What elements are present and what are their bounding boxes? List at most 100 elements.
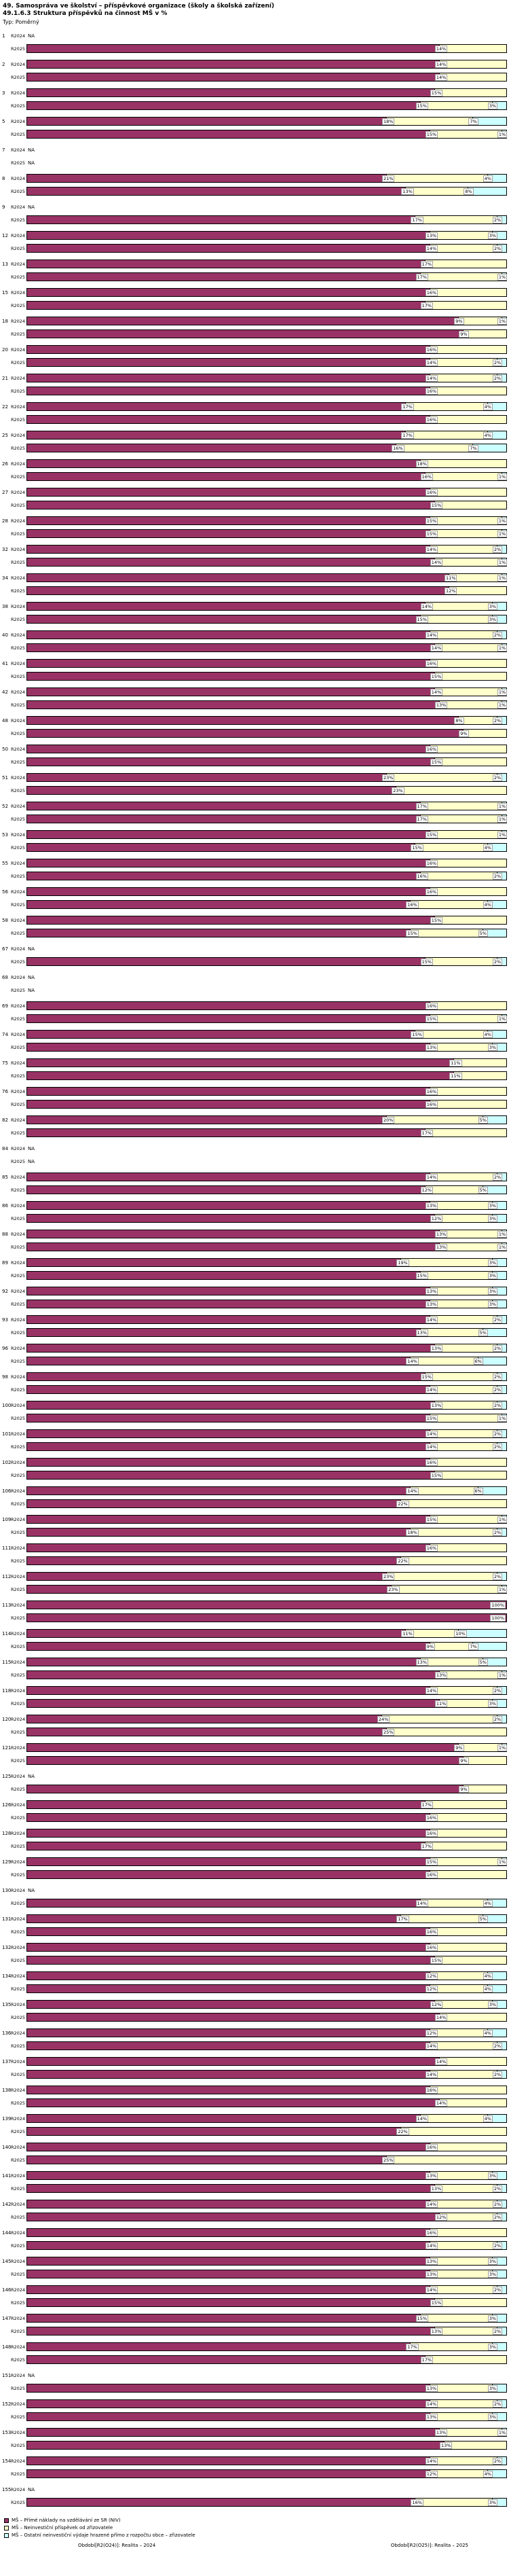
bar-segment [26,60,440,69]
series-label: R2024 [11,860,26,866]
bar: 9% [26,329,507,338]
group-number: 154 [2,2458,12,2464]
segment-label: 1% [497,1015,508,1022]
chart-row: R2025 14% [2,2096,507,2109]
bar-segment [26,1058,455,1067]
bar-segment: 14% [434,60,507,69]
segment-label: 15% [406,929,419,937]
bar: 13% 3% [26,2384,507,2393]
segment-label: 14% [425,2071,438,2078]
series-label: R2024 [11,1259,26,1266]
segment-label: 9% [459,1785,469,1793]
bar: 15% 3% [26,101,507,110]
na-label: NA [28,2486,35,2492]
bar-segment: 1% [497,573,508,582]
group-number: 27 [2,489,8,495]
series-label: R2025 [11,787,26,793]
bar-segment: 13% [434,2428,502,2437]
chart-row: R2025 16% 1% [2,470,508,483]
bar-segment: 17% [396,1914,483,1923]
chart-row: R2025 12% 4% [2,1982,507,1995]
segment-label: 2% [492,1443,503,1450]
chart-row: R2025 13% 8% [2,185,507,198]
bar-segment: 13% [415,1328,483,1337]
segment-label: 2% [492,2071,503,2078]
bar: NA [26,1157,507,1166]
bar-segment: 16% [392,444,474,452]
series-label: R2025 [11,1501,26,1507]
series-label: R2024 [11,1145,26,1151]
segment-label: 6% [473,1357,483,1365]
segment-label: 2% [492,774,503,781]
chart-row: R2025 23% [2,784,507,797]
bar-segment: 15% [430,501,507,509]
bar-segment: 14% [434,73,507,82]
group-number: 5 [2,118,5,124]
bar-segment: 13% [401,187,469,196]
series-label: R2025 [11,1016,26,1022]
segment-label: 18% [406,1528,419,1536]
segment-label: 3% [487,2172,498,2179]
na-label: NA [28,946,35,952]
bar: 16% [26,659,507,668]
segment-label: 2% [492,2200,503,2208]
chart-group: 132 R2024 16% R2025 15% [2,1941,507,1967]
chart-row: 151 R2024 NA [2,2369,507,2382]
bar: 15% [26,1956,507,1965]
chart-type-label: Typ: Poměrný [3,19,39,25]
bar-segment [26,215,416,224]
segment-label: 15% [425,517,438,524]
segment-label: 3% [487,615,498,623]
bar-segment [26,2342,411,2351]
bar-segment: 15% [430,88,507,97]
bar-segment [26,630,430,639]
series-label: R2025 [11,245,26,251]
segment-label: 2% [492,1344,503,1352]
bar-segment: 2% [492,2200,507,2208]
bar-segment [26,2469,430,2478]
segment-label: 16% [415,872,428,880]
chart-group: 134 R2024 12% 4% R2025 12% 4% [2,1969,507,1995]
group-number: 136 [2,2030,12,2036]
segment-label: 13% [430,1401,443,1409]
segment-label: 3% [487,2001,498,2008]
bar-segment: 17% [401,431,488,440]
chart-group: 137 R2024 14% R2025 14% 2% [2,2055,507,2081]
bar-segment [26,687,435,696]
chart-row: R2025 13% 2% [2,2325,507,2338]
segment-label: 15% [415,615,428,623]
bar-segment: 15% [406,929,483,937]
series-label: R2025 [11,1786,26,1792]
segment-label: 2% [492,245,503,252]
group-number: 41 [2,660,8,666]
bar-segment: 23% [387,1585,502,1594]
bar-segment: 15% [430,1956,507,1965]
series-label: R2024 [11,1573,26,1579]
bar-segment [26,643,435,652]
bar-segment: 6% [473,1357,507,1365]
bar: NA [26,202,507,211]
bar-segment: 2% [492,374,507,382]
chart-row: R2025 13% 1% [2,1240,508,1253]
bar: 16% [26,2228,507,2237]
bar-segment [26,957,426,966]
bar-segment [26,1128,426,1137]
chart-row: R2025 15% 1% [2,128,508,141]
bar: NA [26,145,507,154]
bar: 12% 3% [26,1214,507,1223]
segment-label: 14% [425,245,438,252]
segment-label: 16% [425,2086,438,2094]
chart-row: 50 R2024 16% [2,743,507,755]
bar-segment: 12% [420,1185,483,1194]
bar: 16% 4% [26,900,507,909]
chart-row: 22 R2024 17% 4% [2,400,507,413]
bar-segment [26,387,430,395]
series-label: R2024 [11,1516,26,1522]
segment-label: 1% [497,1230,508,1238]
chart-group: 88 R2024 13% 1% R2025 13% 1% [2,1228,508,1253]
bar-segment: 18% [406,1528,497,1537]
chart-group: 92 R2024 13% 3% R2025 13% 3% [2,1285,507,1310]
chart-row: R2025 16% 2% [2,870,507,882]
bar: 15% 3% [26,615,507,624]
bar-segment: 4% [483,2114,507,2123]
